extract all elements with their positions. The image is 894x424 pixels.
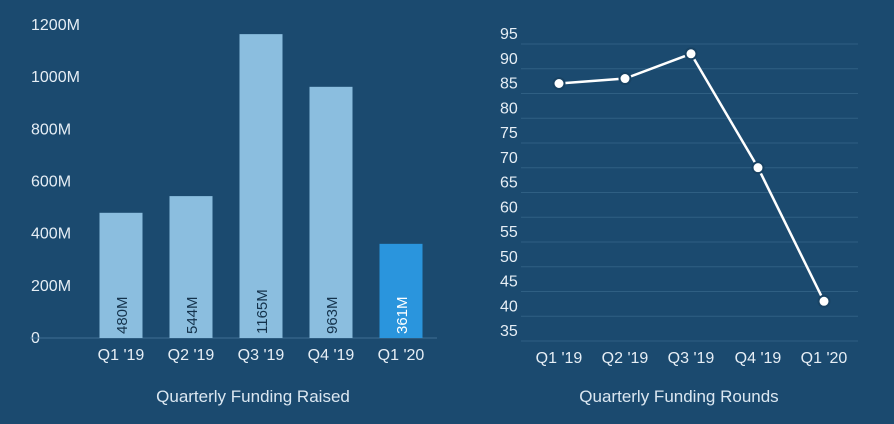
y-tick-label: 200M xyxy=(31,278,71,295)
x-tick-label: Q2 '19 xyxy=(168,347,215,364)
y-tick-label: 80 xyxy=(500,100,518,117)
data-point xyxy=(618,72,632,86)
y-tick-label: 95 xyxy=(500,26,518,43)
chart-title: Quarterly Funding Raised xyxy=(156,387,350,406)
bar xyxy=(169,196,213,338)
y-tick-label: 70 xyxy=(500,150,518,167)
x-tick-label: Q1 '19 xyxy=(536,350,583,367)
y-tick-label: 55 xyxy=(500,224,518,241)
y-tick-label: 50 xyxy=(500,249,518,266)
x-tick-label: Q4 '19 xyxy=(735,350,782,367)
y-tick-label: 35 xyxy=(500,323,518,340)
y-tick-label: 85 xyxy=(500,76,518,93)
data-point xyxy=(684,47,698,61)
bar xyxy=(239,34,283,339)
bar-value-label: 361M xyxy=(394,296,411,334)
bar-value-label: 544M xyxy=(184,296,201,334)
data-point xyxy=(817,294,831,308)
y-tick-label: 1200M xyxy=(31,17,80,34)
y-tick-label: 90 xyxy=(500,51,518,68)
bar xyxy=(309,86,353,338)
y-tick-label: 600M xyxy=(31,174,71,191)
y-tick-label: 400M xyxy=(31,226,71,243)
data-point xyxy=(552,77,566,90)
y-tick-label: 800M xyxy=(31,121,71,138)
y-tick-label: 1000M xyxy=(31,69,80,86)
bar-value-label: 480M xyxy=(114,296,131,334)
bar xyxy=(379,243,423,338)
bar-value-label: 963M xyxy=(324,296,341,334)
line-chart-quarterly-funding-rounds: 35 40 45 50 55 60 65 70 75 80 85 90 95 Q1 '19 Q2 '19 Q3… xyxy=(500,26,858,406)
x-tick-label: Q1 '20 xyxy=(378,347,425,364)
y-tick-label: 75 xyxy=(500,125,518,142)
x-tick-label: Q2 '19 xyxy=(602,350,649,367)
y-tick-label: 60 xyxy=(500,199,518,216)
x-tick-label: Q3 '19 xyxy=(238,347,285,364)
bar-value-label: 1165M xyxy=(254,289,271,334)
y-tick-label: 65 xyxy=(500,175,518,192)
chart-title: Quarterly Funding Rounds xyxy=(579,387,778,406)
x-tick-label: Q4 '19 xyxy=(308,347,355,364)
x-tick-label: Q1 '19 xyxy=(98,347,145,364)
series-line xyxy=(558,52,826,302)
data-point xyxy=(751,161,765,175)
y-tick-label: 45 xyxy=(500,274,518,291)
x-tick-label: Q1 '20 xyxy=(801,350,848,367)
bar xyxy=(99,212,143,338)
y-tick-label: 40 xyxy=(500,298,518,315)
x-tick-label: Q3 '19 xyxy=(668,350,715,367)
